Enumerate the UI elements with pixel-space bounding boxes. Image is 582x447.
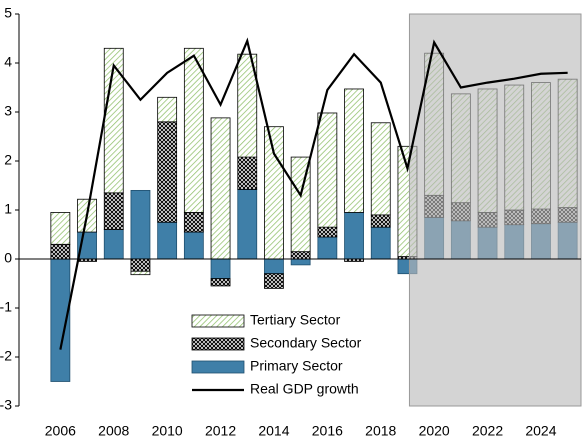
x-tick-label: 2008: [98, 423, 129, 439]
bar: [344, 212, 364, 260]
bar: [130, 258, 151, 272]
bar: [130, 189, 151, 260]
x-tick-label: 2018: [365, 423, 396, 439]
bar: [370, 122, 391, 216]
legend-swatch: [191, 337, 245, 351]
bar: [264, 258, 284, 275]
bar: [50, 243, 71, 260]
bar: [237, 189, 258, 260]
x-tick-label: 2006: [45, 423, 76, 439]
y-tick-label: 3: [4, 103, 12, 119]
bar: [183, 231, 204, 260]
bar: [237, 156, 258, 190]
bar: [210, 258, 231, 280]
bar: [264, 126, 284, 260]
bar: [157, 221, 178, 260]
x-tick-label: 2010: [152, 423, 183, 439]
legend-label: Secondary Sector: [250, 335, 362, 351]
y-tick-label: -3: [0, 397, 12, 413]
y-tick-label: 2: [4, 152, 12, 168]
bar: [370, 214, 391, 228]
legend-swatch: [191, 314, 245, 328]
x-tick-label: 2022: [472, 423, 503, 439]
x-tick-label: 2014: [258, 423, 289, 439]
bar: [50, 212, 71, 245]
bar: [317, 236, 338, 260]
legend-label: Primary Sector: [250, 358, 343, 374]
bar: [183, 47, 204, 213]
projection-shade: [408, 13, 582, 407]
bar: [344, 88, 364, 213]
bar: [264, 273, 284, 289]
x-tick-label: 2016: [312, 423, 343, 439]
y-tick-label: 1: [4, 201, 12, 217]
bar: [317, 226, 338, 238]
y-tick-label: 4: [4, 54, 12, 70]
bar: [157, 121, 178, 223]
x-tick-label: 2012: [205, 423, 236, 439]
legend-label: Real GDP growth: [250, 381, 359, 397]
x-tick-label: 2024: [525, 423, 556, 439]
y-tick-label: 5: [4, 5, 12, 21]
bar: [103, 192, 124, 231]
legend-swatch: [191, 360, 245, 374]
legend-label: Tertiary Sector: [250, 312, 341, 328]
bar: [103, 229, 124, 260]
y-tick-label: 0: [4, 250, 12, 266]
bar: [157, 96, 178, 123]
bar: [317, 112, 338, 228]
bar: [183, 212, 204, 233]
bar: [210, 278, 231, 287]
bar: [290, 258, 311, 266]
y-tick-label: -2: [0, 348, 12, 364]
y-tick-label: -1: [0, 299, 12, 315]
bar: [237, 53, 258, 158]
gdp-line: [59, 37, 568, 350]
bar: [210, 117, 231, 260]
bar: [370, 226, 391, 260]
x-tick-label: 2020: [419, 423, 450, 439]
bar: [130, 270, 151, 276]
bar: [290, 251, 311, 260]
